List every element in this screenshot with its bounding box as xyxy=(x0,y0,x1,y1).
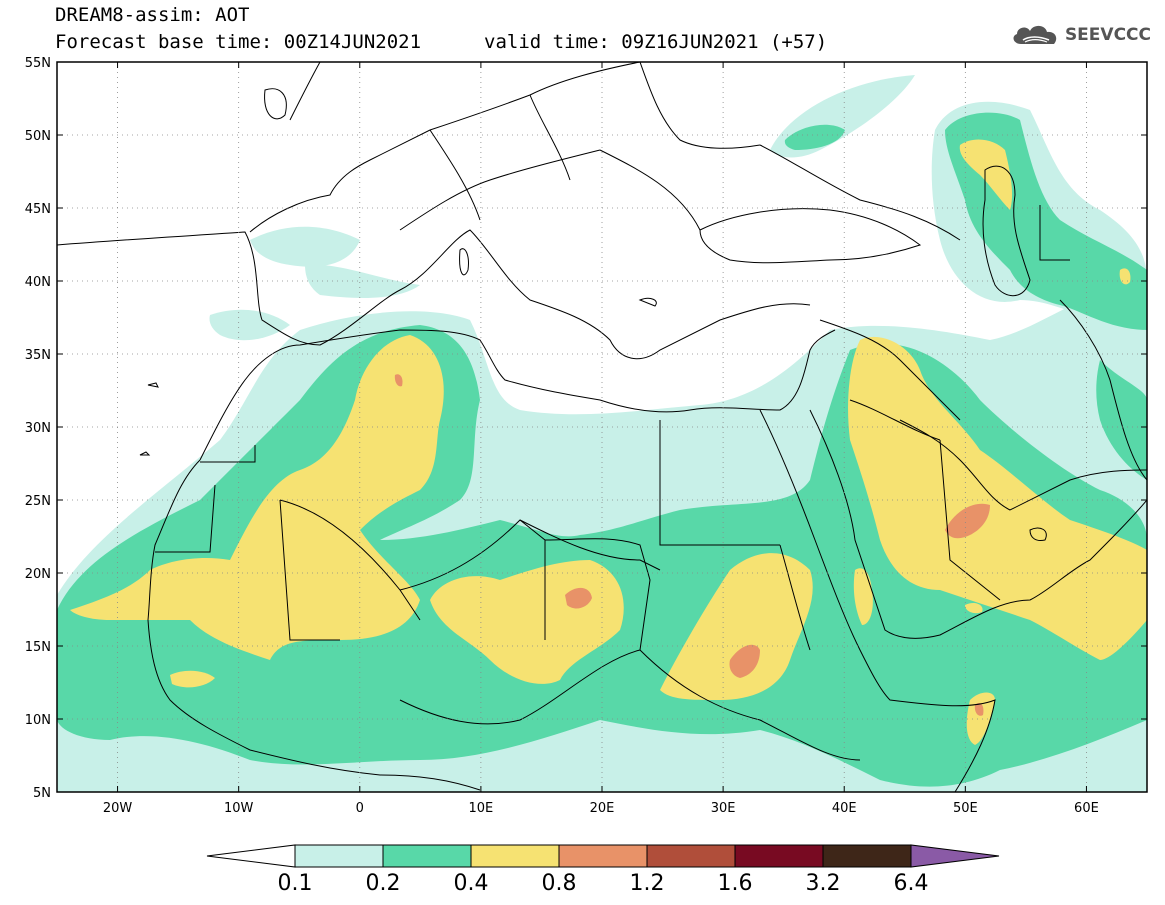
colorbar-level-label: 0.2 xyxy=(366,871,401,896)
lat-tick-label: 20N xyxy=(25,567,51,582)
lon-tick-label: 50E xyxy=(953,801,978,816)
logo-text: SEEVCCC xyxy=(1064,25,1151,45)
lon-tick-label: 40E xyxy=(832,801,857,816)
colorbar-over-triangle xyxy=(910,844,1000,868)
valid-time: valid time: 09Z16JUN2021 (+57) xyxy=(484,31,828,53)
colorbar-level-label: 1.6 xyxy=(718,871,753,896)
colorbar-box xyxy=(646,844,736,868)
lon-tick-label: 10E xyxy=(469,801,494,816)
lat-tick-label: 10N xyxy=(25,713,51,728)
colorbar-box xyxy=(822,844,912,868)
lon-tick-label: 20W xyxy=(103,801,133,816)
lon-tick-label: 0 xyxy=(356,801,364,816)
lat-tick-label: 25N xyxy=(25,494,51,509)
cloud-icon xyxy=(1013,25,1057,44)
lat-tick-label: 5N xyxy=(33,786,51,801)
aot-band-0.8 xyxy=(565,587,592,609)
coastlines-and-borders xyxy=(57,62,1147,792)
lon-tick-label: 30E xyxy=(711,801,736,816)
colorbar-level-label: 0.4 xyxy=(454,871,489,896)
lat-tick-label: 40N xyxy=(25,275,51,290)
lat-tick-label: 55N xyxy=(25,56,51,71)
product-title: DREAM8-assim: AOT xyxy=(55,4,250,26)
colorbar-under-triangle xyxy=(206,844,296,868)
colorbar-box xyxy=(734,844,824,868)
colorbar-box xyxy=(294,844,384,868)
colorbar-level-label: 3.2 xyxy=(806,871,841,896)
lat-tick-label: 30N xyxy=(25,421,51,436)
aot-fields xyxy=(57,75,1147,792)
lat-tick-label: 35N xyxy=(25,348,51,363)
lat-tick-label: 15N xyxy=(25,640,51,655)
colorbar-level-label: 0.1 xyxy=(278,871,313,896)
map-axes: 20W 10W 0 10E 20E 30E 40E 50E 60E 5N 10N 15N 20N 25N 3… xyxy=(25,56,1147,816)
colorbar-level-label: 6.4 xyxy=(894,871,929,896)
colorbar-level-label: 1.2 xyxy=(630,871,665,896)
colorbar-level-label: 0.8 xyxy=(542,871,577,896)
colorbar-box xyxy=(382,844,472,868)
lat-tick-label: 45N xyxy=(25,202,51,217)
lon-tick-label: 60E xyxy=(1074,801,1099,816)
aot-band-0.4 xyxy=(70,335,444,660)
lat-tick-label: 50N xyxy=(25,129,51,144)
colorbar: 0.1 0.2 0.4 0.8 1.2 1.6 3.2 6.4 xyxy=(206,844,1000,896)
seevccc-logo: SEEVCCC xyxy=(1009,22,1151,48)
lon-tick-label: 10W xyxy=(224,801,254,816)
colorbar-box xyxy=(558,844,648,868)
forecast-base-time: Forecast base time: 00Z14JUN2021 xyxy=(55,31,422,53)
lon-tick-label: 20E xyxy=(590,801,615,816)
colorbar-box xyxy=(470,844,560,868)
